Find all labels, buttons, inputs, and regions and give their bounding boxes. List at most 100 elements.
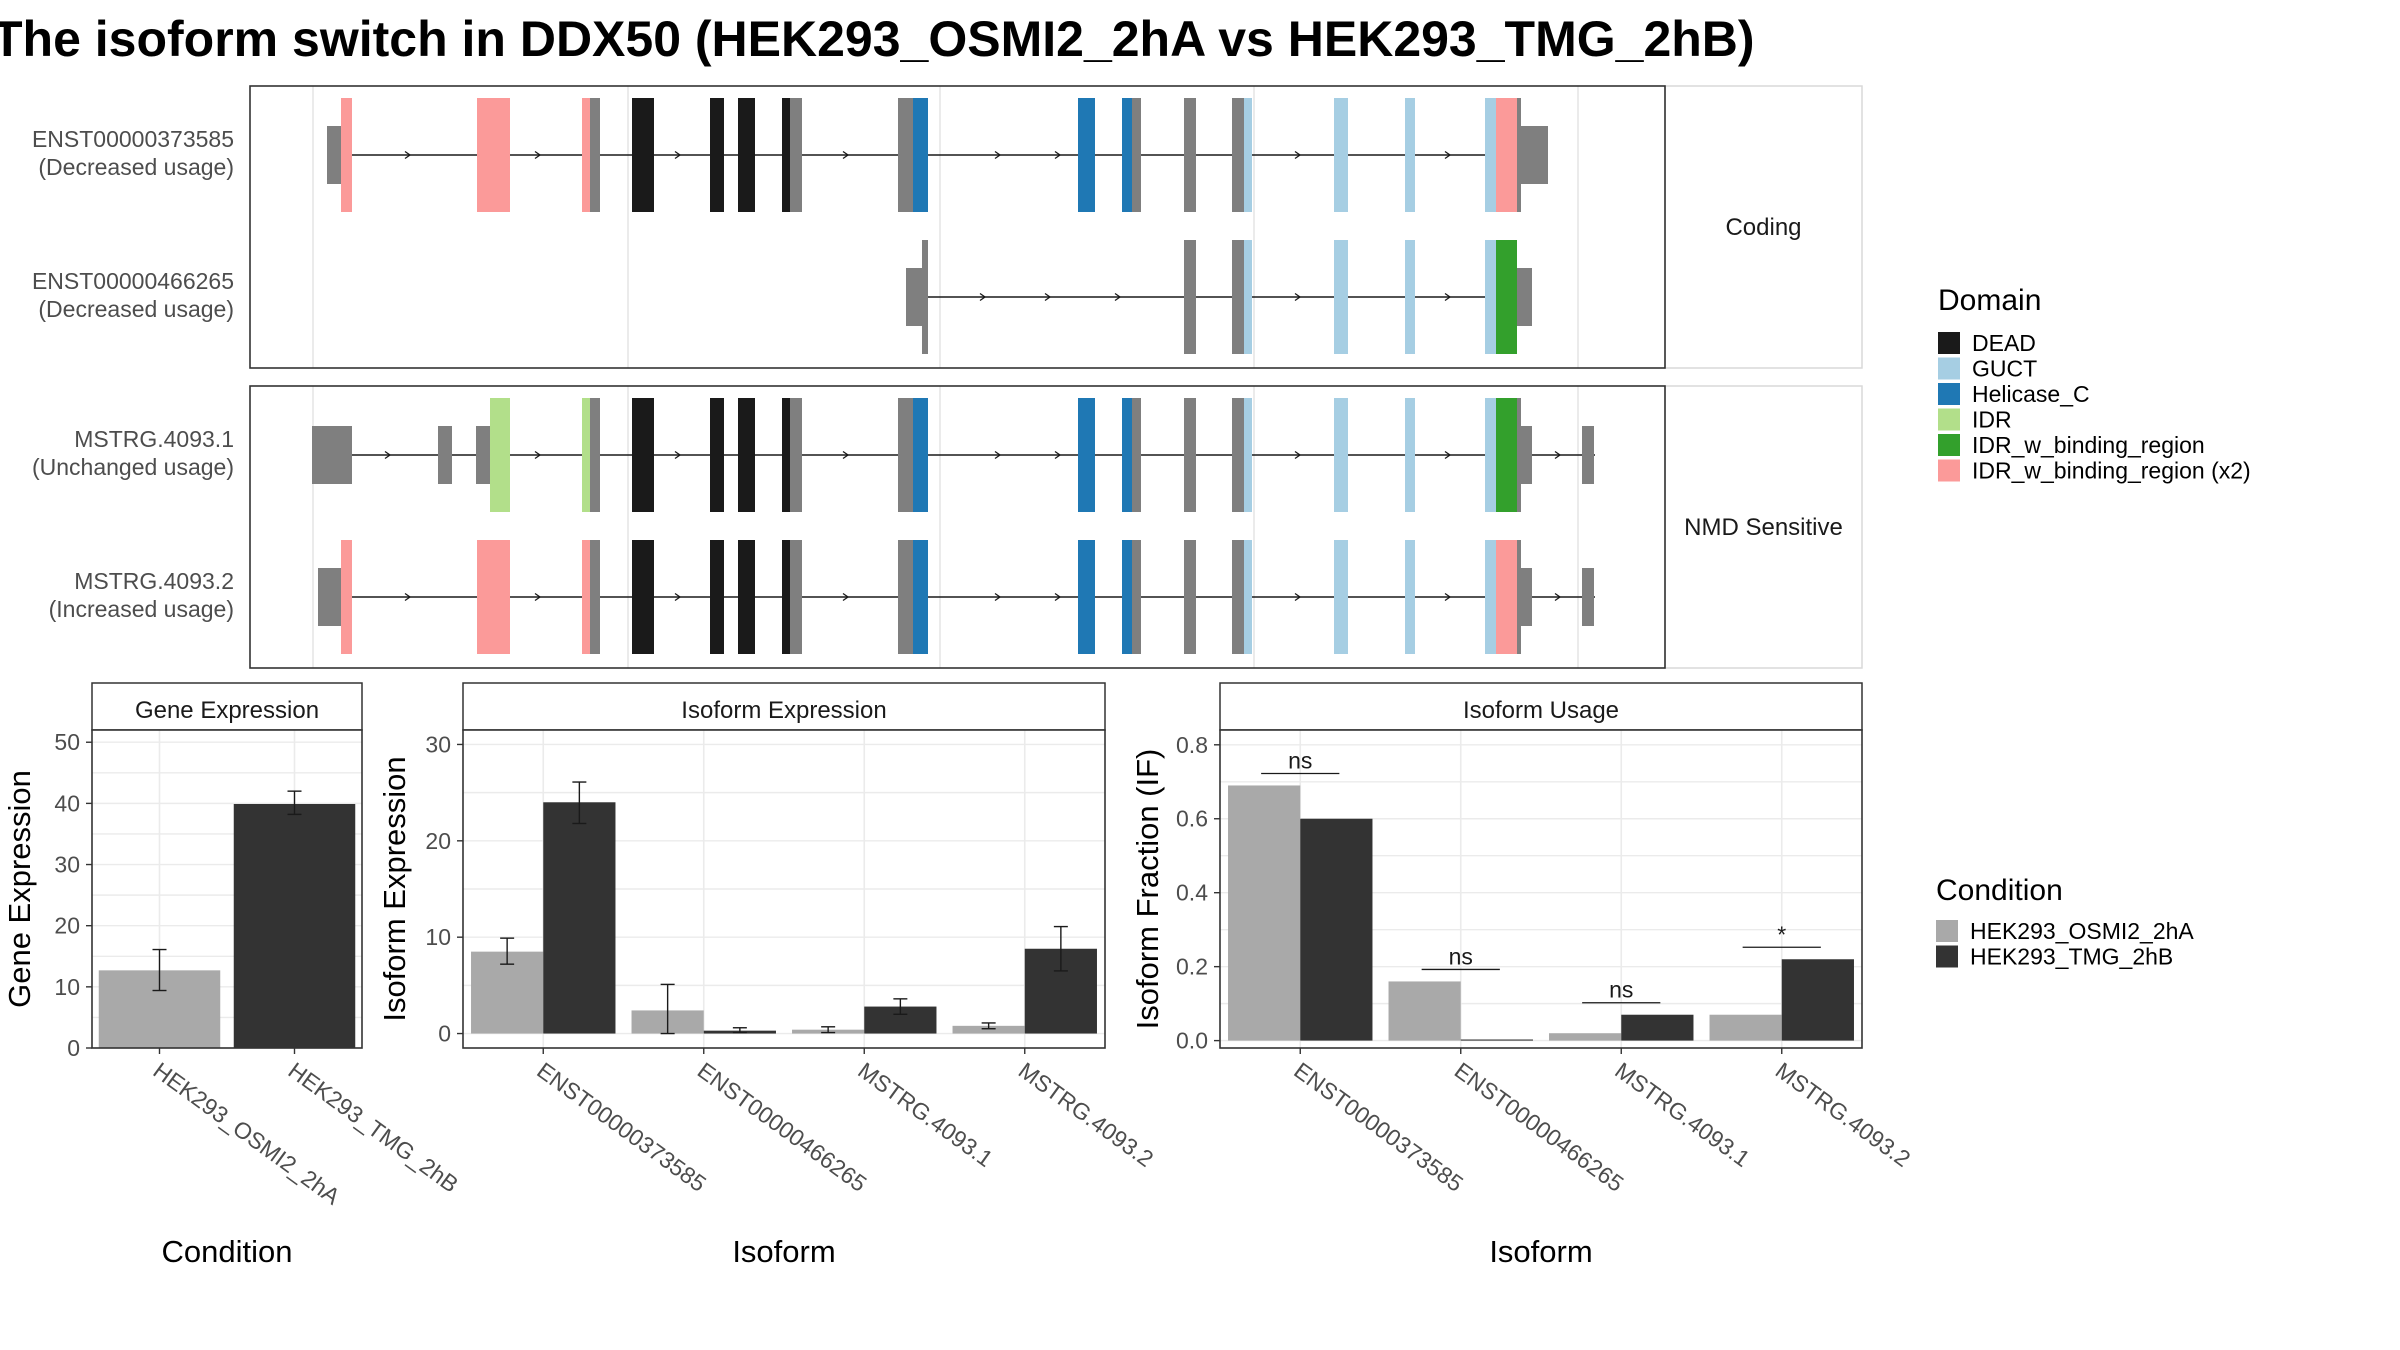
exon-block-cds [1122,98,1132,212]
exon-block-cds [1405,240,1415,354]
y-axis-title: Isoform Expression [377,756,412,1021]
exon-block-cds [1078,540,1095,654]
bar [1781,959,1854,1041]
strand-arrow [1554,450,1562,460]
error-bar [660,983,675,1035]
strand-arrow [1054,450,1062,460]
transcript-row-1 [906,240,1532,354]
y-tick-label: 50 [54,729,80,755]
legend-swatch [1938,383,1960,405]
y-axis-title: Isoform Fraction (IF) [1130,749,1165,1030]
exon-block-cds [1244,398,1252,512]
strand-arrow [1444,592,1452,602]
transcript-usage-label: (Increased usage) [49,596,234,622]
exon-block-cds [1184,398,1196,512]
bar [1228,785,1301,1041]
panel-title: Gene Expression [135,697,319,724]
significance-label: ns [1288,747,1312,773]
exon-block-cds [640,540,654,654]
bar [1549,1033,1622,1041]
exon-block-cds [913,398,928,512]
exon-block-cds [1517,398,1521,512]
exon-block-utr [1582,426,1594,484]
exon-block-cds [738,398,755,512]
exon-block-cds [782,398,790,512]
y-axis-title: Gene Expression [2,770,37,1008]
panel-strip [1219,682,1863,731]
strand-arrow [1114,292,1122,302]
y-tick-label: 40 [54,790,80,816]
strand-arrow [674,592,682,602]
exon-block-utr [906,268,926,326]
legend-swatch [1938,357,1960,380]
transcript-usage-label: (Unchanged usage) [32,454,234,480]
exon-block-cds [790,98,802,212]
exon-block-cds [1232,540,1244,654]
exon-block-utr [438,426,452,484]
strand-arrow [1294,450,1302,460]
strand-arrow [534,450,542,460]
x-axis-title: Condition [162,1234,293,1269]
condition-legend-title: Condition [1936,874,2063,907]
exon-block-cds [582,98,590,212]
exon-block-utr [1521,126,1548,184]
exon-block-cds [1334,98,1348,212]
exon-block-cds [1232,240,1244,354]
exon-block-cds [913,540,928,654]
panel-strip [462,682,1106,731]
strand-arrow [842,592,850,602]
error-bar [500,937,515,965]
error-bar [893,998,908,1015]
strand-arrow [842,150,850,160]
exon-block-cds [1244,240,1252,354]
exon-block-cds [490,398,510,512]
legend-swatch [1938,332,1960,354]
exon-block-cds [1334,540,1348,654]
exon-block-utr [476,426,490,484]
exon-block-cds [782,540,790,654]
x-tick-label: MSTRG.4093.1 [1610,1057,1755,1172]
exon-block-cds [1405,98,1415,212]
strand-arrow [1294,150,1302,160]
x-axis-title: Isoform [732,1234,835,1269]
strand-arrow [842,450,850,460]
bar [1621,1014,1694,1041]
transcript-row-2 [312,398,1595,512]
exon-block-cds [582,398,590,512]
strand-arrow [404,150,412,160]
exon-block-cds [1184,240,1196,354]
y-tick-label: 10 [54,974,80,1000]
facet-label: Coding [1725,214,1801,241]
transcript-id-label: ENST00000466265 [32,268,234,294]
legend-label: GUCT [1972,356,2037,382]
strand-arrow [1294,292,1302,302]
exon-block-utr [1517,268,1532,326]
exon-block-utr [327,126,341,184]
exon-block-cds [1122,398,1132,512]
expression-bar-charts: Gene Expression01020304050HEK293_OSMI2_2… [2,682,1915,1269]
panel-title: Isoform Usage [1463,697,1619,724]
exon-block-cds [738,540,755,654]
exon-block-cds [1496,398,1517,512]
exon-block-cds [1132,398,1141,512]
legend-swatch [1936,945,1958,968]
panel-border [91,729,363,1049]
strand-arrow [1444,450,1452,460]
strand-arrow [1444,292,1452,302]
exon-block-utr [1521,568,1532,626]
y-tick-label: 10 [425,924,451,950]
exon-block-cds [1496,98,1517,212]
exon-block-cds [1132,98,1141,212]
exon-block-cds [477,540,510,654]
y-tick-label: 0 [438,1021,451,1047]
strand-arrow [534,150,542,160]
legend-label: HEK293_TMG_2hB [1970,944,2173,970]
exon-block-cds [738,98,755,212]
exon-block-cds [1485,240,1496,354]
legend-label: IDR_w_binding_region (x2) [1972,458,2251,484]
bar [471,951,544,1034]
bar [543,802,616,1034]
panel-border [1219,729,1863,1049]
bar [233,803,356,1048]
